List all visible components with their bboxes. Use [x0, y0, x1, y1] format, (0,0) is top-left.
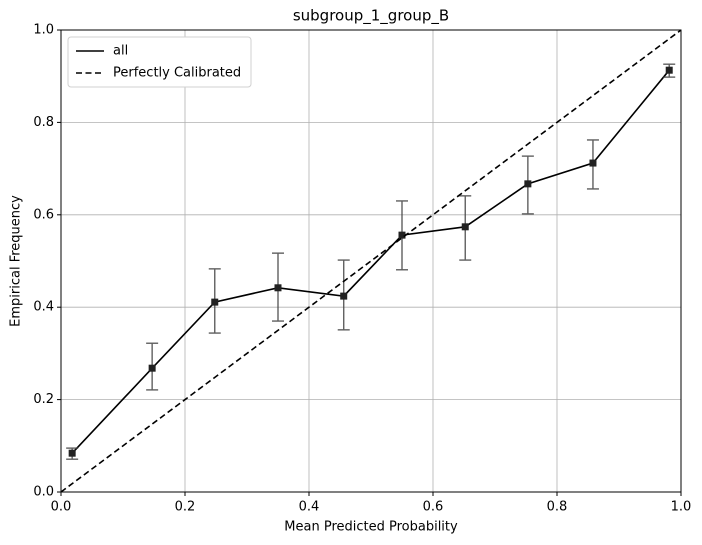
marker	[211, 298, 219, 306]
marker	[340, 292, 348, 300]
x-tick-label: 1.0	[671, 500, 692, 515]
marker	[665, 66, 673, 74]
legend-label: all	[113, 44, 128, 59]
plot-frame	[60, 29, 682, 493]
chart-title: subgroup_1_group_B	[293, 7, 449, 26]
series-line	[71, 69, 670, 454]
x-tick-label: 0.4	[299, 500, 320, 515]
marker	[524, 180, 532, 188]
marker	[274, 284, 282, 292]
legend-box	[67, 36, 252, 88]
marker	[68, 449, 76, 457]
marker	[589, 159, 597, 167]
marker	[461, 223, 469, 231]
y-tick-label: 0.8	[33, 115, 54, 130]
x-tick-label: 0.0	[51, 500, 72, 515]
legend-label: Perfectly Calibrated	[113, 66, 241, 81]
y-tick-label: 0.2	[33, 392, 54, 407]
x-axis-label: Mean Predicted Probability	[284, 520, 458, 535]
marker	[398, 231, 406, 239]
y-axis-label: Empirical Frequency	[9, 195, 24, 327]
x-tick-label: 0.8	[547, 500, 568, 515]
y-tick-label: 0.6	[33, 207, 54, 222]
y-tick-label: 0.0	[33, 485, 54, 500]
series-line	[60, 29, 682, 493]
y-tick-label: 1.0	[33, 23, 54, 38]
y-tick-label: 0.4	[33, 300, 54, 315]
x-tick-label: 0.2	[175, 500, 196, 515]
marker	[148, 364, 156, 372]
x-tick-label: 0.6	[423, 500, 444, 515]
